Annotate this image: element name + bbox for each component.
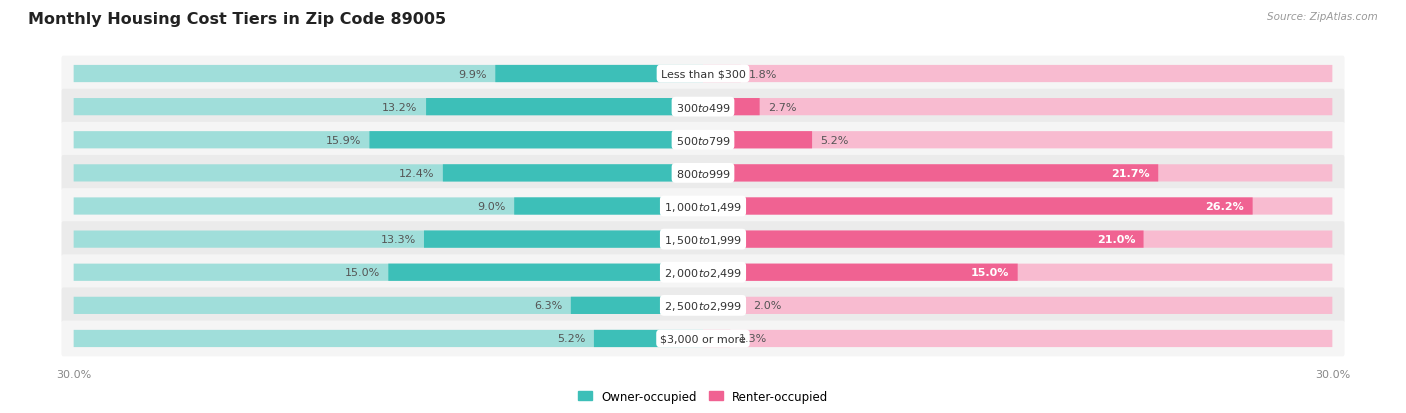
Text: 9.9%: 9.9%: [458, 69, 486, 79]
FancyBboxPatch shape: [703, 132, 1333, 149]
Text: 2.7%: 2.7%: [768, 102, 797, 112]
FancyBboxPatch shape: [703, 198, 1253, 215]
FancyBboxPatch shape: [370, 132, 703, 149]
Text: 2.0%: 2.0%: [754, 301, 782, 311]
FancyBboxPatch shape: [703, 99, 1333, 116]
Text: 5.2%: 5.2%: [821, 135, 849, 145]
Text: $2,500 to $2,999: $2,500 to $2,999: [664, 299, 742, 312]
Legend: Owner-occupied, Renter-occupied: Owner-occupied, Renter-occupied: [572, 385, 834, 408]
FancyBboxPatch shape: [62, 123, 1344, 158]
FancyBboxPatch shape: [703, 264, 1333, 281]
FancyBboxPatch shape: [703, 132, 813, 149]
FancyBboxPatch shape: [62, 255, 1344, 290]
Text: Source: ZipAtlas.com: Source: ZipAtlas.com: [1267, 12, 1378, 22]
Text: Monthly Housing Cost Tiers in Zip Code 89005: Monthly Housing Cost Tiers in Zip Code 8…: [28, 12, 446, 27]
Text: 6.3%: 6.3%: [534, 301, 562, 311]
Text: 21.7%: 21.7%: [1111, 169, 1150, 178]
FancyBboxPatch shape: [703, 66, 1333, 83]
FancyBboxPatch shape: [593, 330, 703, 347]
FancyBboxPatch shape: [703, 297, 745, 314]
FancyBboxPatch shape: [62, 288, 1344, 323]
Text: $500 to $799: $500 to $799: [675, 135, 731, 146]
FancyBboxPatch shape: [703, 264, 1018, 281]
Text: 13.3%: 13.3%: [381, 235, 416, 244]
FancyBboxPatch shape: [703, 165, 1159, 182]
FancyBboxPatch shape: [62, 90, 1344, 125]
FancyBboxPatch shape: [73, 132, 703, 149]
Text: $2,000 to $2,499: $2,000 to $2,499: [664, 266, 742, 279]
FancyBboxPatch shape: [703, 330, 1333, 347]
Text: $3,000 or more: $3,000 or more: [661, 334, 745, 344]
FancyBboxPatch shape: [703, 330, 730, 347]
FancyBboxPatch shape: [62, 222, 1344, 257]
FancyBboxPatch shape: [73, 231, 703, 248]
Text: 12.4%: 12.4%: [399, 169, 434, 178]
FancyBboxPatch shape: [515, 198, 703, 215]
FancyBboxPatch shape: [703, 231, 1333, 248]
FancyBboxPatch shape: [62, 321, 1344, 356]
FancyBboxPatch shape: [73, 99, 703, 116]
FancyBboxPatch shape: [703, 231, 1143, 248]
FancyBboxPatch shape: [62, 156, 1344, 191]
FancyBboxPatch shape: [73, 264, 703, 281]
Text: $800 to $999: $800 to $999: [675, 168, 731, 179]
Text: 26.2%: 26.2%: [1205, 202, 1244, 211]
Text: 21.0%: 21.0%: [1097, 235, 1135, 244]
FancyBboxPatch shape: [703, 297, 1333, 314]
FancyBboxPatch shape: [703, 165, 1333, 182]
FancyBboxPatch shape: [62, 57, 1344, 92]
Text: $1,500 to $1,999: $1,500 to $1,999: [664, 233, 742, 246]
Text: 1.8%: 1.8%: [749, 69, 778, 79]
FancyBboxPatch shape: [425, 231, 703, 248]
Text: Less than $300: Less than $300: [661, 69, 745, 79]
FancyBboxPatch shape: [495, 66, 703, 83]
Text: 9.0%: 9.0%: [478, 202, 506, 211]
FancyBboxPatch shape: [73, 198, 703, 215]
FancyBboxPatch shape: [571, 297, 703, 314]
FancyBboxPatch shape: [703, 66, 741, 83]
Text: 15.0%: 15.0%: [344, 268, 380, 278]
FancyBboxPatch shape: [73, 66, 703, 83]
FancyBboxPatch shape: [426, 99, 703, 116]
Text: 5.2%: 5.2%: [557, 334, 585, 344]
Text: 15.0%: 15.0%: [972, 268, 1010, 278]
Text: $1,000 to $1,499: $1,000 to $1,499: [664, 200, 742, 213]
FancyBboxPatch shape: [703, 99, 759, 116]
FancyBboxPatch shape: [703, 198, 1333, 215]
FancyBboxPatch shape: [62, 189, 1344, 224]
FancyBboxPatch shape: [73, 165, 703, 182]
Text: 13.2%: 13.2%: [382, 102, 418, 112]
Text: $300 to $499: $300 to $499: [675, 102, 731, 113]
Text: 1.3%: 1.3%: [738, 334, 766, 344]
Text: 15.9%: 15.9%: [326, 135, 361, 145]
FancyBboxPatch shape: [73, 330, 703, 347]
FancyBboxPatch shape: [388, 264, 703, 281]
FancyBboxPatch shape: [73, 297, 703, 314]
FancyBboxPatch shape: [443, 165, 703, 182]
